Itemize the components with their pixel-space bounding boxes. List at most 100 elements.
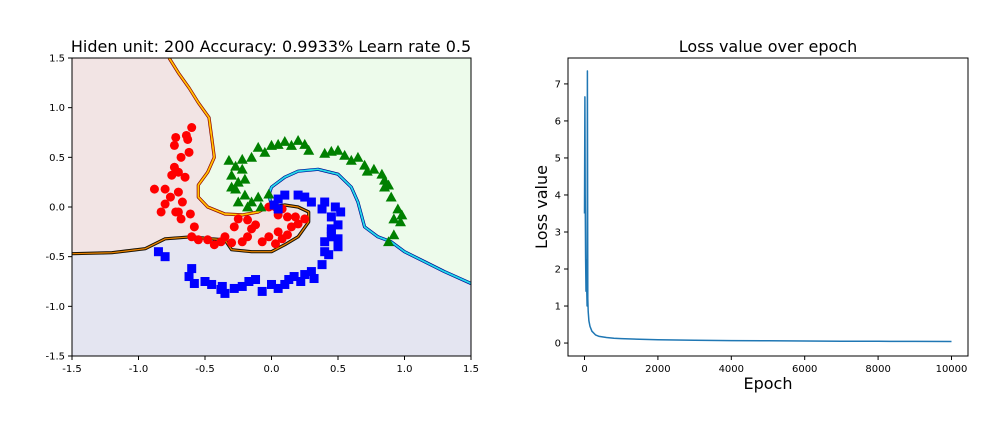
triangle-point bbox=[239, 189, 251, 200]
circle-point bbox=[169, 140, 179, 150]
region-blue bbox=[72, 169, 471, 356]
square-point bbox=[273, 204, 283, 214]
triangle-point bbox=[232, 196, 244, 207]
circle-point bbox=[180, 172, 190, 182]
decision-boundaries bbox=[72, 58, 471, 285]
y-tick-label: 0.0 bbox=[49, 203, 65, 214]
circle-point bbox=[233, 214, 243, 224]
triangle-point bbox=[339, 149, 351, 160]
y-tick-label: 6 bbox=[555, 116, 561, 127]
triangle-point bbox=[395, 216, 407, 227]
square-point bbox=[320, 197, 330, 207]
square-point bbox=[189, 278, 199, 288]
triangle-point bbox=[272, 138, 284, 149]
circle-point bbox=[300, 214, 310, 224]
triangle-point bbox=[352, 151, 364, 162]
y-axis-ticks-loss: 0 1 2 3 4 5 6 7 bbox=[555, 79, 568, 350]
square-point bbox=[184, 272, 194, 282]
triangle-point bbox=[385, 191, 397, 202]
circle-point bbox=[220, 232, 230, 242]
circle-point bbox=[243, 215, 253, 225]
y-tick-label: -1.5 bbox=[45, 352, 65, 363]
triangle-point bbox=[279, 135, 291, 146]
square-point bbox=[216, 284, 226, 294]
x-tick-label: 8000 bbox=[865, 364, 890, 375]
square-point bbox=[300, 270, 310, 280]
y-tick-label: 3 bbox=[555, 227, 561, 238]
x-axis-ticks: -1.5 -1.0 -0.5 0.0 0.5 1.0 1.5 bbox=[62, 356, 479, 375]
triangle-point bbox=[392, 203, 404, 214]
triangle-point bbox=[368, 163, 380, 174]
circle-point bbox=[176, 152, 186, 162]
circle-point bbox=[270, 239, 280, 249]
circle-point bbox=[264, 232, 274, 242]
square-point bbox=[306, 267, 316, 277]
x-tick-label: 0.5 bbox=[330, 364, 346, 375]
square-point bbox=[326, 232, 336, 242]
square-point bbox=[273, 194, 283, 204]
square-point bbox=[336, 207, 346, 217]
x-tick-label: 2000 bbox=[645, 364, 670, 375]
circle-point bbox=[165, 192, 175, 202]
square-point bbox=[251, 275, 261, 285]
y-tick-label: 0.5 bbox=[49, 153, 65, 164]
circle-point bbox=[189, 222, 199, 232]
y-tick-label: -1.0 bbox=[45, 302, 65, 313]
region-green bbox=[169, 58, 471, 284]
square-point bbox=[317, 260, 327, 270]
square-point bbox=[324, 250, 334, 260]
triangle-point bbox=[236, 153, 248, 164]
square-point bbox=[326, 227, 336, 237]
square-point bbox=[229, 283, 239, 293]
circle-point bbox=[181, 130, 191, 140]
x-axis-label: Epoch bbox=[744, 374, 793, 393]
triangle-point bbox=[226, 169, 238, 180]
circle-point bbox=[293, 219, 303, 229]
circle-point bbox=[187, 123, 197, 133]
x-tick-label: 4000 bbox=[719, 364, 744, 375]
square-point bbox=[280, 279, 290, 289]
square-point bbox=[293, 190, 303, 200]
square-point bbox=[300, 192, 310, 202]
x-tick-label: 0 bbox=[581, 364, 587, 375]
square-point bbox=[153, 247, 163, 257]
circle-point bbox=[149, 184, 159, 194]
square-point bbox=[244, 277, 254, 286]
square-point bbox=[187, 264, 197, 274]
circle-point bbox=[167, 170, 177, 180]
square-point bbox=[333, 220, 343, 230]
circle-point bbox=[171, 207, 181, 217]
boundary-red-green-line-2 bbox=[168, 58, 272, 216]
circle-point bbox=[290, 212, 300, 222]
y-tick-label: 2 bbox=[555, 265, 561, 276]
triangle-point bbox=[345, 154, 357, 165]
triangle-point bbox=[259, 146, 271, 157]
triangle-point bbox=[255, 201, 267, 212]
x-axis-ticks-loss: 0 2000 4000 6000 8000 10000 bbox=[581, 356, 967, 375]
triangle-point bbox=[242, 201, 254, 212]
x-tick-label: 10000 bbox=[936, 364, 968, 375]
data-points bbox=[149, 123, 408, 298]
triangle-point bbox=[388, 229, 400, 240]
square-point bbox=[320, 237, 330, 247]
chart-title: Hiden unit: 200 Accuracy: 0.9933% Learn … bbox=[71, 37, 471, 56]
x-tick-label: 1.5 bbox=[463, 364, 479, 375]
triangle-point bbox=[292, 134, 304, 145]
triangle-point bbox=[236, 163, 248, 174]
triangle-point bbox=[252, 191, 264, 202]
triangle-point bbox=[299, 138, 311, 149]
x-tick-label: -0.5 bbox=[195, 364, 215, 375]
circle-point bbox=[173, 187, 183, 197]
triangle-point bbox=[332, 144, 344, 155]
y-tick-label: 5 bbox=[555, 153, 561, 164]
square-point bbox=[330, 202, 340, 212]
triangle-point bbox=[252, 141, 264, 152]
circle-point bbox=[227, 238, 237, 248]
square-point bbox=[284, 275, 294, 285]
triangle-point bbox=[285, 139, 297, 150]
circle-point bbox=[282, 212, 292, 222]
square-point bbox=[296, 277, 306, 286]
triangle-point bbox=[303, 144, 315, 155]
x-tick-label: -1.0 bbox=[129, 364, 149, 375]
